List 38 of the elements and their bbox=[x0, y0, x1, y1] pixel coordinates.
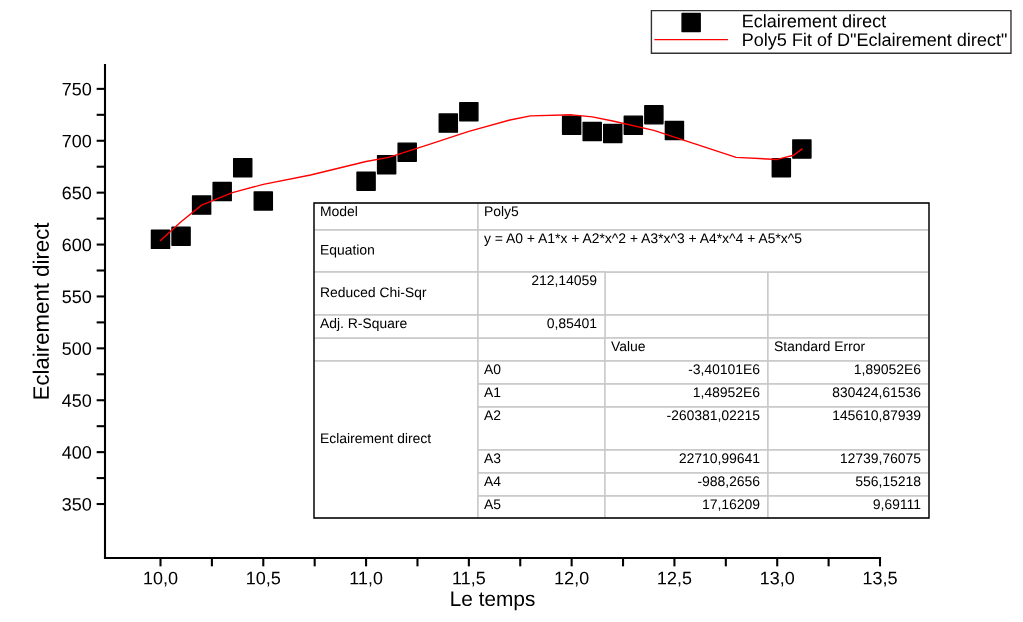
y-tick-label: 600 bbox=[62, 238, 92, 252]
y-tick-label: 650 bbox=[62, 186, 92, 200]
y-tick-label: 450 bbox=[62, 394, 92, 407]
point bbox=[191, 195, 212, 215]
x-tick-label: 10,0 bbox=[144, 571, 178, 587]
y-tick-label: 400 bbox=[62, 446, 92, 459]
point bbox=[397, 142, 417, 162]
point bbox=[232, 158, 253, 178]
y-axis-title: Eclairement direct bbox=[32, 222, 49, 399]
point bbox=[582, 121, 602, 142]
x-tick-label: 13,0 bbox=[761, 571, 795, 587]
x-tick-label: 13,5 bbox=[863, 571, 897, 587]
point bbox=[253, 191, 274, 211]
x-tick-label: 11,5 bbox=[453, 571, 486, 587]
point bbox=[603, 123, 623, 144]
y-tick-label: 750 bbox=[62, 82, 92, 96]
point bbox=[356, 171, 376, 191]
point bbox=[212, 181, 232, 202]
y-tick-label: 700 bbox=[62, 134, 92, 148]
y-tick-label: 350 bbox=[62, 497, 92, 511]
x-tick-label: 10,5 bbox=[247, 571, 281, 587]
x-axis-title: Le temps bbox=[451, 591, 535, 611]
point bbox=[150, 229, 171, 250]
point bbox=[438, 113, 459, 133]
point bbox=[623, 115, 644, 135]
legend-label: Poly5 Fit of D"Eclairement direct" bbox=[743, 32, 1007, 50]
x-tick-label: 12,5 bbox=[658, 571, 692, 587]
point bbox=[792, 139, 812, 159]
point bbox=[771, 158, 792, 178]
x-tick-label: 11,0 bbox=[350, 571, 383, 587]
point bbox=[644, 105, 664, 125]
x-tick-label: 12,0 bbox=[555, 571, 589, 587]
y-tick-label: 550 bbox=[62, 290, 92, 304]
legend-label: Eclairement direct bbox=[743, 14, 887, 28]
y-tick-label: 500 bbox=[62, 342, 92, 356]
point bbox=[561, 115, 582, 135]
point bbox=[459, 101, 479, 122]
point bbox=[171, 226, 191, 247]
